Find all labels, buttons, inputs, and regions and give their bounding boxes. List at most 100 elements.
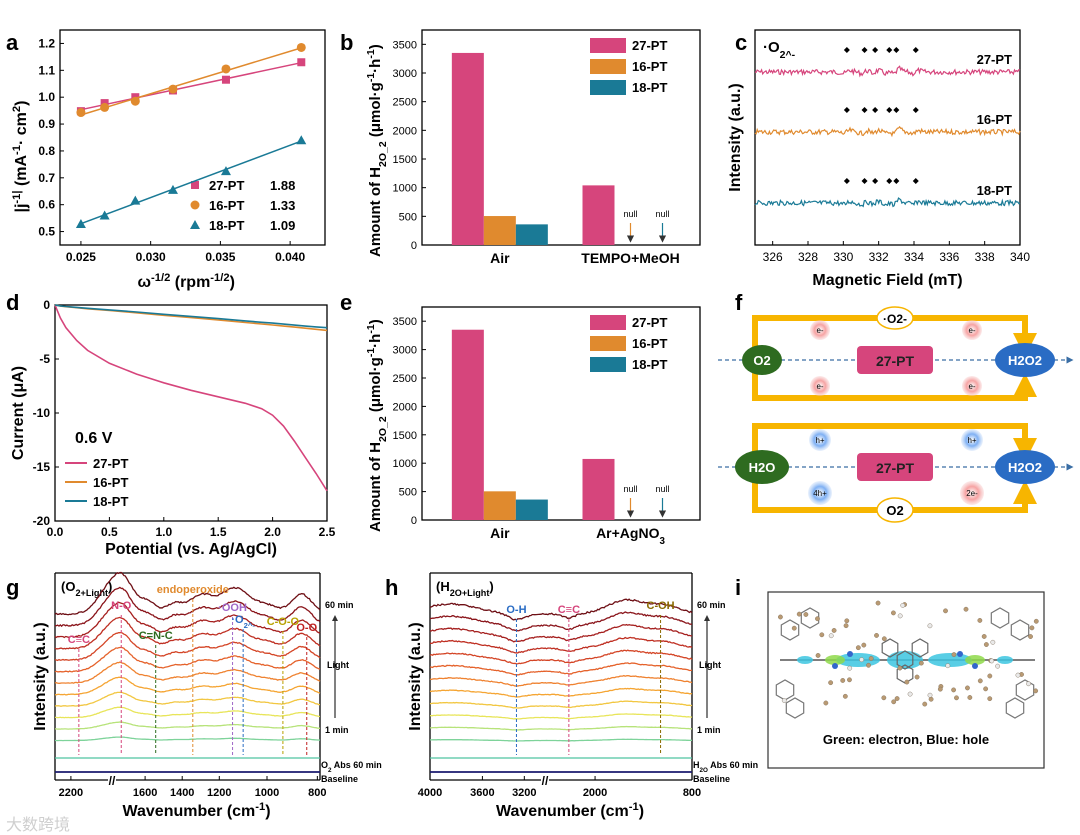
atom bbox=[987, 696, 993, 702]
axis-break: // bbox=[109, 774, 116, 788]
superoxide-node bbox=[876, 306, 914, 330]
spectrum-trace bbox=[429, 725, 692, 731]
x-tick-label: 0.035 bbox=[205, 250, 235, 264]
legend-value: 1.09 bbox=[270, 218, 295, 233]
x-tick-label: 330 bbox=[833, 250, 853, 264]
panel-label-a: a bbox=[6, 30, 19, 55]
electron-label: e- bbox=[816, 382, 823, 391]
y-tick-label: 2500 bbox=[393, 373, 417, 385]
category-label: Air bbox=[490, 250, 510, 266]
plot-frame bbox=[421, 29, 701, 246]
atom bbox=[1033, 688, 1039, 694]
atom bbox=[778, 614, 783, 620]
spectrum-trace bbox=[429, 636, 693, 654]
x-tick-label: 2000 bbox=[583, 787, 607, 799]
x-axis-title: Potential (vs. Ag/AgCl) bbox=[105, 541, 277, 558]
x-tick-label: 1400 bbox=[170, 787, 194, 799]
peak-marker bbox=[886, 178, 893, 184]
x-tick-label: 328 bbox=[798, 250, 818, 264]
peak-marker bbox=[912, 178, 919, 184]
hole-icon bbox=[961, 429, 983, 451]
x-axis-title: Wavenumber (cm-1) bbox=[123, 801, 271, 820]
spectrum-trace bbox=[55, 736, 321, 742]
orbital-lobe bbox=[797, 656, 813, 664]
spectrum-trace bbox=[54, 586, 321, 628]
trace-label: 27-PT bbox=[977, 52, 1012, 67]
aromatic-ring bbox=[896, 650, 914, 670]
atom bbox=[847, 677, 852, 683]
orbital-lobe bbox=[997, 656, 1013, 664]
atom bbox=[881, 695, 887, 701]
x-axis-title: Wavenumber (cm-1) bbox=[496, 801, 644, 820]
hole-count-label: 4h+ bbox=[813, 489, 827, 498]
data-point-16-PT bbox=[76, 108, 86, 118]
data-point-16-PT bbox=[168, 84, 178, 94]
fit-line-16-PT bbox=[80, 47, 302, 116]
spectrum-trace bbox=[429, 598, 693, 621]
x-tick-label: 332 bbox=[869, 250, 889, 264]
bar-18-PT bbox=[515, 499, 548, 520]
bar-27-PT bbox=[582, 185, 615, 245]
phenyl-ring bbox=[1015, 679, 1035, 701]
y-axis-title: |j-1| (mA-1· cm2) bbox=[11, 101, 30, 213]
y-tick-label: -20 bbox=[33, 514, 51, 528]
nitrogen-atom bbox=[832, 663, 838, 669]
spectrum-trace bbox=[429, 700, 693, 709]
trace-label: 18-PT bbox=[977, 183, 1012, 198]
legend-swatch bbox=[590, 315, 626, 330]
h2o2-label: H2O2 bbox=[1008, 460, 1042, 475]
spectrum-trace bbox=[54, 571, 321, 616]
legend-value: 1.88 bbox=[270, 178, 295, 193]
legend-label: 18-PT bbox=[209, 218, 244, 233]
panel-label-h: h bbox=[385, 575, 398, 600]
catalyst-box bbox=[857, 453, 933, 481]
band-label: C-O-O bbox=[267, 616, 300, 628]
x-tick-label: 1600 bbox=[133, 787, 157, 799]
atom bbox=[831, 628, 837, 633]
orbital-lobe bbox=[887, 651, 923, 669]
category-label: Air bbox=[490, 525, 510, 541]
y-tick-label: -10 bbox=[33, 406, 51, 420]
fit-line-18-PT bbox=[80, 140, 302, 225]
legend-label: 27-PT bbox=[93, 456, 128, 471]
atom bbox=[927, 623, 933, 629]
time-label-top: 60 min bbox=[697, 600, 726, 610]
atom bbox=[844, 618, 850, 624]
atom bbox=[977, 678, 983, 684]
atom bbox=[922, 701, 928, 707]
atom bbox=[897, 665, 903, 671]
plot-frame bbox=[59, 29, 326, 246]
x-tick-label: 0.025 bbox=[66, 250, 96, 264]
plot-frame bbox=[754, 29, 1021, 246]
atom bbox=[918, 660, 924, 666]
aromatic-ring bbox=[881, 638, 899, 658]
peak-marker bbox=[861, 178, 868, 184]
plot-frame bbox=[421, 306, 701, 521]
o2-label: O2 bbox=[753, 353, 770, 368]
peak-marker bbox=[893, 107, 900, 113]
hole-label: h+ bbox=[967, 436, 976, 445]
spectrum-trace bbox=[429, 713, 693, 720]
null-label: null bbox=[655, 209, 669, 219]
bar-16-PT bbox=[483, 216, 516, 245]
atom bbox=[866, 662, 871, 668]
atom bbox=[894, 696, 900, 701]
y-tick-label: 3000 bbox=[393, 68, 417, 80]
x-tick-label: 338 bbox=[975, 250, 995, 264]
bar-18-PT bbox=[515, 224, 548, 245]
atom bbox=[967, 695, 973, 700]
legend-label: 27-PT bbox=[632, 315, 667, 330]
atom bbox=[963, 606, 969, 612]
chart-a: 0.025 0.030 0.035 0.040 0.5 0.6 0.7 0.8 0.9 1.0 1.… bbox=[11, 29, 326, 291]
atom bbox=[995, 663, 1001, 669]
y-tick-label: 1000 bbox=[393, 183, 417, 195]
y-tick-label: 0 bbox=[411, 240, 417, 252]
atom bbox=[881, 636, 887, 642]
atom bbox=[983, 642, 989, 647]
null-label: null bbox=[623, 484, 637, 494]
peak-marker bbox=[886, 107, 893, 113]
legend-label: 16-PT bbox=[632, 336, 667, 351]
spectrum-trace bbox=[54, 631, 321, 662]
y-axis-title: Intensity (a.u.) bbox=[407, 622, 424, 730]
